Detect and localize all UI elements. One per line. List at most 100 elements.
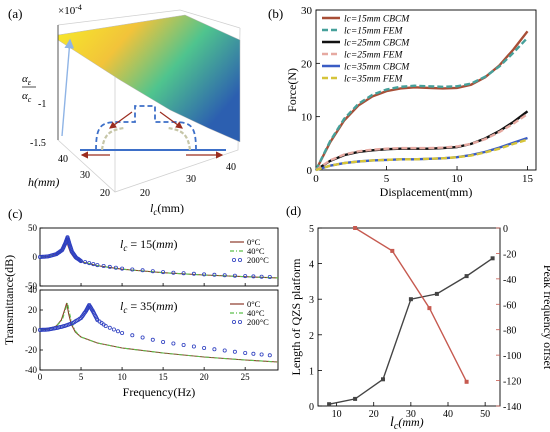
panel-d-ytick-label: 2	[309, 331, 314, 342]
panel-c-ytick-label: 40	[28, 285, 38, 295]
panel-c-bottom-marker-3	[251, 351, 256, 356]
panel-d-ytick-right-label: -20	[503, 249, 516, 260]
panel-c-bottom-marker-3	[103, 323, 108, 328]
panel-c-xtick-label: 0	[38, 372, 43, 382]
panel-c-xtick-label: 20	[200, 372, 210, 382]
panel-c-bottom-marker-3	[259, 352, 264, 357]
panel-b-legend-label-5: lc=35mm CBCM	[344, 63, 410, 73]
panel-b-legend-label-2: lc=15mm FEM	[344, 27, 403, 37]
panel-c-top-marker-3	[212, 272, 217, 277]
panel-c-ytick-label: -50	[25, 281, 37, 291]
panel-c-legend-label: 0°C	[247, 237, 261, 247]
panel-d-series-1-point	[353, 396, 358, 401]
panel-c-annotation-bottom: lc = 35(mm)	[120, 299, 177, 315]
panel-d-xtick-label: 20	[369, 409, 379, 420]
panel-d-label: (d)	[286, 203, 301, 218]
panel-d-series-1-point	[327, 402, 332, 407]
panel-d-series-1-point	[434, 291, 439, 296]
panel-c-bottom-marker-3	[191, 344, 196, 349]
panel-b-axes-box	[315, 9, 537, 171]
panel-b-ytick-label: 30	[301, 5, 313, 17]
panel-c-bottom-marker-3	[232, 349, 237, 354]
panel-c-legend-swatch	[237, 257, 242, 262]
panel-c-legend-label: 40°C	[247, 246, 265, 256]
panel-a-lc-tick-1: 20	[140, 188, 150, 199]
panel-c-legend-swatch	[231, 257, 236, 262]
panel-d-ytick-right-label: -60	[503, 300, 516, 311]
panel-d-ytick-label: 4	[309, 260, 314, 271]
panel-c-label: (c)	[8, 206, 22, 221]
panel-c-bottom-marker-3	[38, 327, 43, 332]
panel-d-axes-box	[317, 227, 501, 407]
panel-c-ytick-label: -20	[25, 345, 37, 355]
panel-d-ytick-right-label: -100	[503, 351, 521, 362]
panel-d-ytick-label: 1	[309, 366, 314, 377]
panel-c-top-marker-3	[259, 274, 264, 279]
panel-b-label: (b)	[268, 6, 283, 21]
svg-text:αc: αc	[22, 90, 32, 104]
panel-b-xlabel: Displacement(mm)	[380, 185, 473, 199]
panel-c-legend-label: 200°C	[247, 255, 269, 265]
panel-d-xtick-label: 30	[406, 409, 416, 420]
panel-a-inset-structure	[61, 38, 226, 159]
panel-d-ytick-label: 5	[309, 224, 314, 235]
panel-c-top-marker-3	[202, 272, 207, 277]
panel-d-ytick-right-label: 0	[503, 224, 508, 235]
panel-d-xtick-label: 40	[443, 409, 453, 420]
panel-d-ytick-right-label: -140	[503, 402, 521, 413]
panel-b-series-4	[315, 113, 529, 171]
panel-d-series-2	[354, 227, 468, 383]
panel-c-top-marker-3	[232, 273, 237, 278]
panel-b-legend-label-6: lc=35mm FEM	[344, 75, 403, 85]
panel-c-top-marker-3	[91, 262, 96, 267]
panel-c-top-marker-3	[95, 263, 100, 268]
panel-c-top-marker-3	[83, 260, 88, 265]
panel-c-bottom-marker-3	[140, 335, 145, 340]
panel-c-bottom-marker-3	[111, 327, 116, 332]
panel-c-bottom-marker-3	[212, 347, 217, 352]
panel-c-bottom-marker-3	[222, 348, 227, 353]
panel-d-xtick-label: 50	[480, 409, 490, 420]
panel-c-top-marker-3	[191, 271, 196, 276]
panel-c-top-marker-3	[181, 271, 186, 276]
panel-c-top-marker-3	[243, 274, 248, 279]
panel-a-surface	[57, 14, 241, 143]
panel-a-lc-tick-3: 40	[226, 162, 236, 173]
panel-a-h-tick-3: 20	[100, 188, 110, 199]
panel-c-top-marker-3	[130, 267, 135, 272]
panel-a-label: (a)	[8, 6, 22, 21]
panel-b-legend-label-1: lc=15mm CBCM	[344, 15, 410, 25]
panel-b-ytick-label: 10	[301, 112, 313, 124]
panel-c-bottom-marker-3	[171, 341, 176, 346]
panel-c-legend-swatch	[237, 319, 242, 324]
panel-a-h-tick-1: 40	[58, 154, 68, 165]
svg-text:αε: αε	[22, 73, 32, 87]
panel-b: (b) 0 5 10 15 0 10 20 30 Displacement(mm) Force…	[268, 5, 537, 199]
panel-c-xtick-label: 10	[118, 372, 128, 382]
panel-c-bottom-marker-3	[116, 329, 121, 334]
panel-c-bottom-marker-3	[267, 353, 272, 358]
panel-d-xlabel: lc(mm)	[390, 415, 424, 432]
panel-b-series-2	[314, 36, 529, 171]
panel-b-legend: lc=15mm CBCM lc=15mm FEM lc=25mm CBCM lc=25…	[322, 15, 410, 85]
panel-c-top-marker-3	[171, 270, 176, 275]
panel-c-top-marker-3	[107, 264, 112, 269]
panel-c-top-marker-3	[222, 273, 227, 278]
panel-d-ytick-label: 3	[309, 295, 314, 306]
panel-a-z-tick-2: -1.5	[30, 138, 46, 149]
panel-c-bottom-marker-3	[120, 330, 125, 335]
panel-a-h-tick-2: 30	[80, 170, 90, 181]
panel-d-ytick-right-label: -120	[503, 377, 521, 388]
panel-a-lc-tick-2: 30	[186, 174, 196, 185]
panel-c-top-marker-3	[101, 263, 106, 268]
panel-c-xtick-label: 5	[79, 372, 84, 382]
panel-c-bottom-marker-3	[107, 325, 112, 330]
panel-a: (a) ×10-4 -1 -1.5 αε αc 40 30 20	[8, 3, 241, 217]
panel-c-top-marker-3	[120, 266, 125, 271]
panel-c-xtick-label: 25	[241, 372, 251, 382]
panel-d-series-2-point	[464, 379, 469, 384]
panel-c-top-marker-3	[251, 274, 256, 279]
